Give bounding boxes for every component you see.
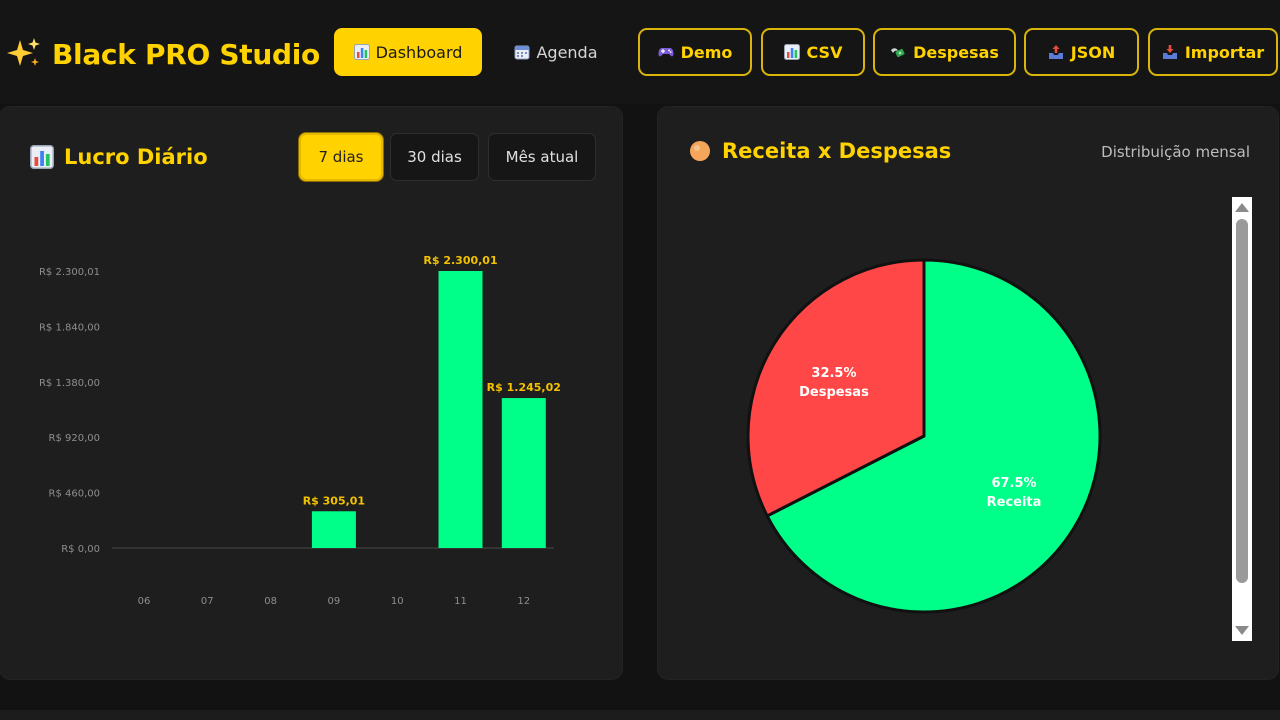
bar-data-label: R$ 305,01 <box>303 494 365 507</box>
scroll-down-arrow-icon[interactable] <box>1235 626 1249 635</box>
y-tick-label: R$ 2.300,01 <box>39 267 100 278</box>
nav-agenda[interactable]: Agenda <box>504 28 608 76</box>
profit-card-title-text: Lucro Diário <box>64 145 208 169</box>
json-button-label: JSON <box>1070 42 1116 62</box>
pie-name-label: Despesas <box>799 385 869 400</box>
range-30-days-label: 30 dias <box>407 148 462 166</box>
range-7-days-label: 7 dias <box>318 148 364 166</box>
range-7-days-button[interactable]: 7 dias <box>299 133 383 181</box>
x-tick-label: 11 <box>454 596 467 607</box>
nav-dashboard-label: Dashboard <box>375 42 463 62</box>
despesas-button-label: Despesas <box>913 42 999 62</box>
json-button[interactable]: JSON <box>1024 28 1139 76</box>
daily-profit-bar-chart: R$ 0,00 R$ 460,00 R$ 920,00 R$ 1.380,00 R$ 1… <box>39 254 561 607</box>
y-tick-label: R$ 920,00 <box>49 433 100 444</box>
range-current-month-button[interactable]: Mês atual <box>488 133 596 181</box>
bar-data-label: R$ 1.245,02 <box>487 381 561 394</box>
importar-button-label: Importar <box>1184 42 1265 62</box>
revenue-expenses-pie-chart: 67.5% Receita 32.5% Despesas <box>746 258 1102 614</box>
pie-card: Receita x Despesas Distribuição mensal 6… <box>658 107 1278 679</box>
x-tick-label: 06 <box>138 596 151 607</box>
nav-agenda-label: Agenda <box>536 42 598 62</box>
y-tick-label: R$ 1.840,00 <box>39 322 100 333</box>
bar-chart-icon <box>783 44 800 60</box>
money-wings-icon <box>891 48 905 58</box>
top-bar: Black PRO Studio Dashboard Agenda Demo <box>0 0 1280 104</box>
pie-scrollbar[interactable] <box>1232 197 1252 641</box>
demo-button-label: Demo <box>680 42 733 62</box>
pie-card-title-text: Receita x Despesas <box>722 139 952 163</box>
y-tick-label: R$ 0,00 <box>61 544 100 555</box>
despesas-button[interactable]: Despesas <box>873 28 1016 76</box>
y-tick-label: R$ 460,00 <box>49 489 100 500</box>
outbox-tray-icon <box>1048 45 1063 59</box>
pie-slice-despesas <box>746 258 926 518</box>
sparkles-icon <box>7 38 40 66</box>
bar-11 <box>438 271 483 548</box>
scroll-up-arrow-icon[interactable] <box>1235 203 1249 212</box>
x-tick-label: 09 <box>328 596 341 607</box>
calendar-icon <box>514 45 530 60</box>
pie-slice-receita <box>765 258 1102 614</box>
x-tick-label: 08 <box>264 596 277 607</box>
pie-card-subtitle: Distribuição mensal <box>1101 143 1250 161</box>
app-title: Black PRO Studio <box>52 37 320 71</box>
pie-percent-label: 32.5% <box>811 366 856 381</box>
gamepad-icon <box>658 48 674 57</box>
bar-chart-icon <box>30 145 54 169</box>
bottom-section-edge <box>0 710 1280 720</box>
inbox-tray-icon <box>1162 45 1177 59</box>
orange-circle-icon <box>690 141 710 161</box>
csv-button[interactable]: CSV <box>761 28 865 76</box>
scroll-thumb[interactable] <box>1236 219 1248 583</box>
pie-percent-label: 67.5% <box>991 476 1036 491</box>
range-30-days-button[interactable]: 30 dias <box>390 133 479 181</box>
bar-chart-icon <box>353 44 370 60</box>
csv-button-label: CSV <box>806 42 843 62</box>
demo-button[interactable]: Demo <box>638 28 752 76</box>
pie-name-label: Receita <box>987 495 1042 510</box>
profit-card-title: Lucro Diário <box>30 145 208 169</box>
pie-card-title: Receita x Despesas <box>688 139 951 163</box>
bar-12 <box>501 398 546 548</box>
importar-button[interactable]: Importar <box>1148 28 1278 76</box>
bar-09 <box>311 511 356 548</box>
x-tick-label: 07 <box>201 596 214 607</box>
bar-data-label: R$ 2.300,01 <box>423 254 497 267</box>
brand: Black PRO Studio <box>6 34 320 74</box>
profit-card: Lucro Diário 7 dias 30 dias Mês atual R$… <box>0 107 622 679</box>
y-tick-label: R$ 1.380,00 <box>39 378 100 389</box>
nav-dashboard[interactable]: Dashboard <box>334 28 482 76</box>
x-tick-label: 12 <box>517 596 530 607</box>
range-current-month-label: Mês atual <box>505 148 579 166</box>
x-tick-label: 10 <box>391 596 404 607</box>
